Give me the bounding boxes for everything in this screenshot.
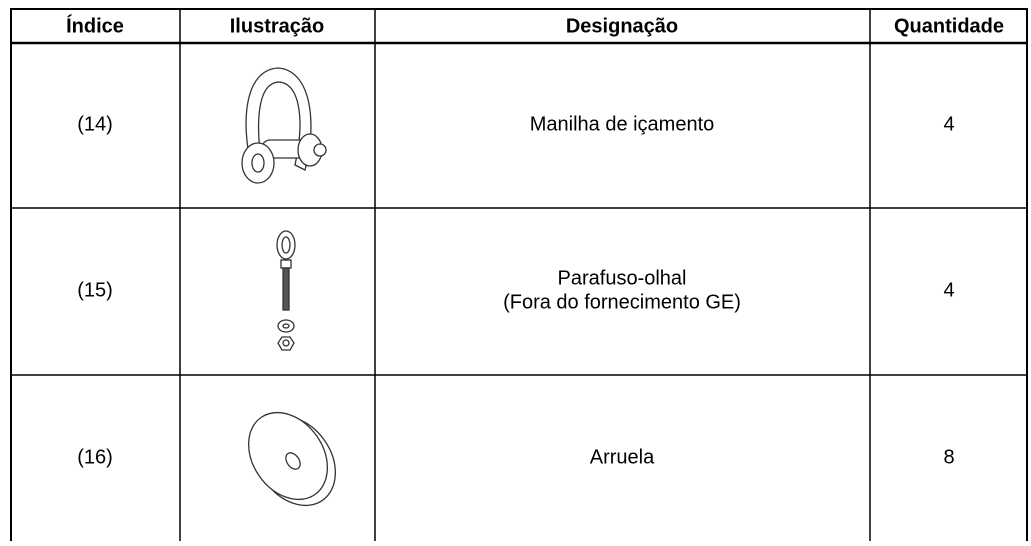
index-cell: (16) (77, 446, 113, 468)
column-header: Ilustração (230, 15, 324, 37)
column-header: Índice (66, 14, 124, 37)
shackle-illustration (241, 67, 327, 184)
index-cell: (15) (77, 279, 113, 301)
quantity-cell: 4 (943, 279, 954, 301)
quantity-cell: 8 (943, 446, 954, 468)
eye-bolt-illustration (276, 230, 296, 351)
index-cell: (14) (77, 113, 113, 135)
column-header: Quantidade (894, 15, 1004, 37)
quantity-cell: 4 (943, 113, 954, 135)
designation-cell: Parafuso-olhal (558, 267, 687, 289)
washer-illustration (247, 411, 336, 507)
designation-cell: Arruela (590, 446, 655, 468)
column-header: Designação (566, 15, 678, 37)
designation-cell: Manilha de içamento (530, 113, 715, 135)
designation-cell: (Fora do fornecimento GE) (503, 291, 741, 313)
table-grid (10, 8, 1028, 541)
